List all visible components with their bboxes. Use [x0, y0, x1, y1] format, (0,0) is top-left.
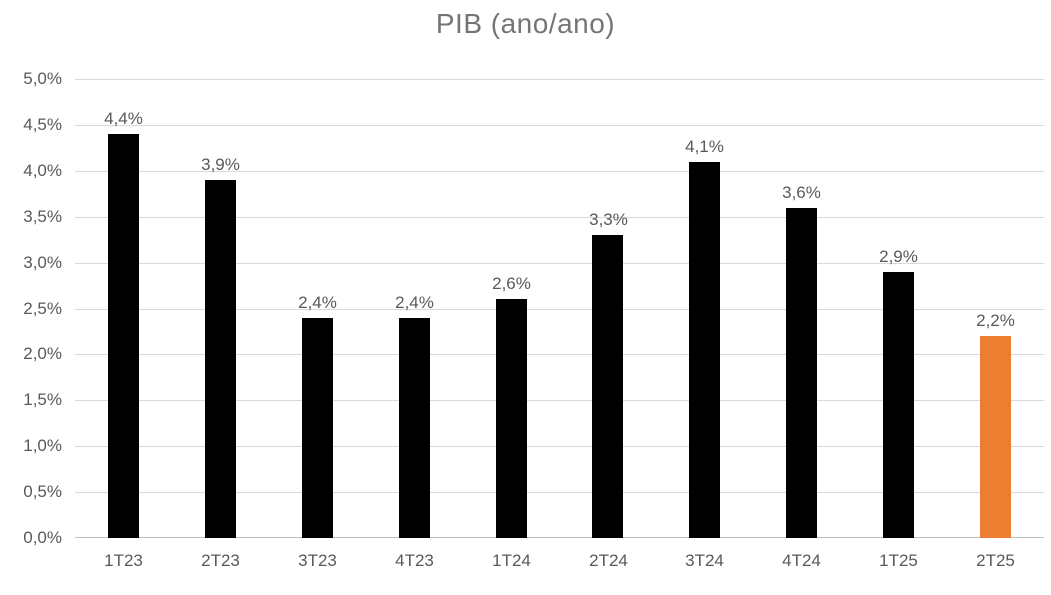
plot-area: 4,4% 3,9% 2,4% 2,4% 2,6% 3,3% 4,1% 3,6% 2,9% 2,2% — [75, 79, 1044, 538]
y-tick-label: 1,5% — [23, 390, 62, 409]
x-tick-label-1T25: 1T25 — [879, 551, 918, 570]
data-label-1T24: 2,6% — [492, 274, 531, 293]
y-tick-label: 1,0% — [23, 436, 62, 455]
y-tick-label: 2,5% — [23, 299, 62, 318]
y-tick-label: 4,5% — [23, 115, 62, 134]
bar-1T25 — [883, 272, 914, 538]
bar-4T23 — [399, 318, 430, 538]
gridline — [75, 79, 1044, 80]
data-label-3T23: 2,4% — [298, 293, 337, 312]
y-tick-label: 0,5% — [23, 482, 62, 501]
gridline — [75, 171, 1044, 172]
x-axis: 1T23 2T23 3T23 4T23 1T24 2T24 3T24 4T24 1T25 2T25 — [75, 550, 1044, 574]
data-label-2T24: 3,3% — [589, 210, 628, 229]
x-tick-label-3T24: 3T24 — [685, 551, 724, 570]
gridline — [75, 263, 1044, 264]
bar-1T24 — [496, 299, 527, 538]
gridline — [75, 309, 1044, 310]
data-label-1T23: 4,4% — [104, 109, 143, 128]
bar-1T23 — [108, 134, 139, 538]
data-label-4T24: 3,6% — [782, 183, 821, 202]
x-tick-label-2T24: 2T24 — [589, 551, 628, 570]
x-tick-label-2T25: 2T25 — [976, 551, 1015, 570]
y-tick-label: 4,0% — [23, 161, 62, 180]
y-tick-label: 5,0% — [23, 69, 62, 88]
data-label-1T25: 2,9% — [879, 247, 918, 266]
x-tick-label-1T23: 1T23 — [104, 551, 143, 570]
x-tick-label-4T24: 4T24 — [782, 551, 821, 570]
gridline — [75, 492, 1044, 493]
bar-2T23 — [205, 180, 236, 538]
y-tick-label: 3,0% — [23, 253, 62, 272]
data-label-2T23: 3,9% — [201, 155, 240, 174]
bar-2T25 — [980, 336, 1011, 538]
chart-title: PIB (ano/ano) — [435, 8, 616, 39]
data-label-4T23: 2,4% — [395, 293, 434, 312]
x-tick-label-2T23: 2T23 — [201, 551, 240, 570]
bar-3T23 — [302, 318, 333, 538]
bar-2T24 — [592, 235, 623, 538]
gridline — [75, 217, 1044, 218]
y-axis: 0,0% 0,5% 1,0% 1,5% 2,0% 2,5% 3,0% 3,5% 4,0% 4,5%… — [0, 69, 62, 547]
data-label-2T25: 2,2% — [976, 311, 1015, 330]
bar-3T24 — [689, 162, 720, 538]
gridline — [75, 354, 1044, 355]
y-tick-label: 2,0% — [23, 344, 62, 363]
x-axis-line — [75, 537, 1044, 538]
gridline — [75, 446, 1044, 447]
gridline — [75, 125, 1044, 126]
x-tick-label-4T23: 4T23 — [395, 551, 434, 570]
data-label-3T24: 4,1% — [685, 137, 724, 156]
x-tick-label-1T24: 1T24 — [492, 551, 531, 570]
x-tick-label-3T23: 3T23 — [298, 551, 337, 570]
y-tick-label: 0,0% — [23, 528, 62, 547]
y-tick-label: 3,5% — [23, 207, 62, 226]
gridline — [75, 400, 1044, 401]
bar-4T24 — [786, 208, 817, 538]
